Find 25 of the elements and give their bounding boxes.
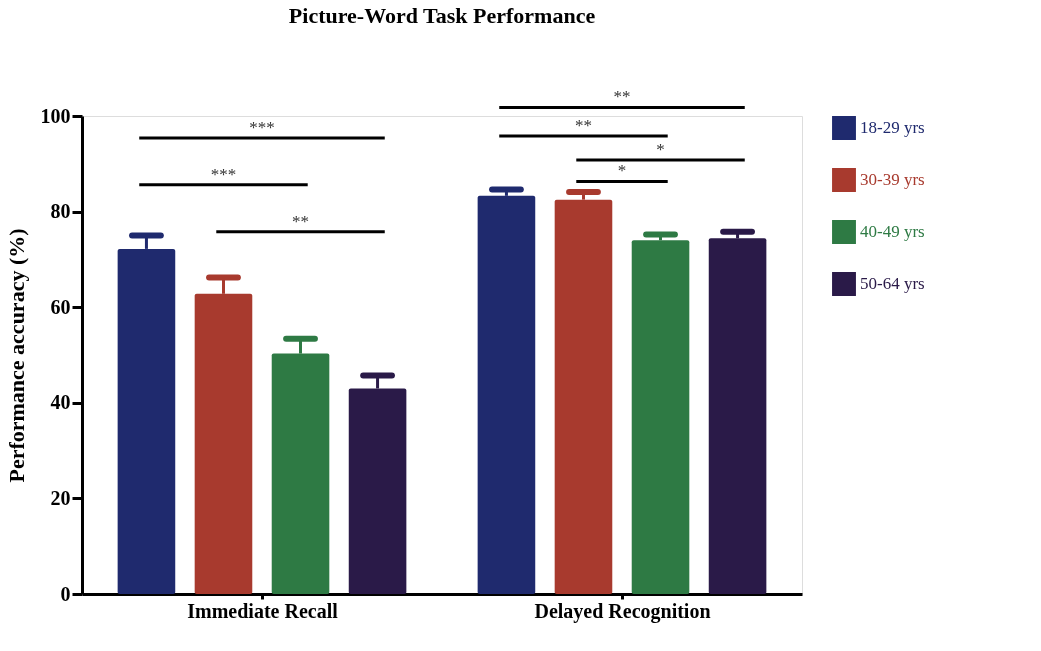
bar <box>631 240 690 594</box>
legend-label: 30-39 yrs <box>860 170 925 189</box>
text: ** <box>613 87 631 107</box>
bar <box>708 238 767 594</box>
y-tick-label: 80 <box>50 200 71 223</box>
x-tick-label: Delayed Recognition <box>534 599 711 623</box>
annotation: * <box>656 139 665 159</box>
y-tick-label: 100 <box>40 104 71 127</box>
y-tick-label: 40 <box>50 391 71 414</box>
y-tick-label: 0 <box>60 582 71 605</box>
y-tick-label: 20 <box>50 486 71 509</box>
annotation: *** <box>210 164 237 184</box>
annotation: ** <box>574 116 592 136</box>
annotation: *** <box>249 117 275 137</box>
legend-label: 50-64 yrs <box>860 274 925 293</box>
legend-label: 18-29 yrs <box>860 118 925 137</box>
y-tick-label: 60 <box>50 295 71 318</box>
y-axis-title: Performance accuracy (%) <box>3 228 29 483</box>
chart-title: Picture-Word Task Performance <box>288 3 596 29</box>
bar <box>554 199 613 594</box>
legend-label: 40-49 yrs <box>860 222 925 241</box>
bar <box>477 195 536 594</box>
x-tick-label: Immediate Recall <box>187 599 339 622</box>
annotation: ** <box>292 211 310 231</box>
annotation: * <box>617 161 627 181</box>
